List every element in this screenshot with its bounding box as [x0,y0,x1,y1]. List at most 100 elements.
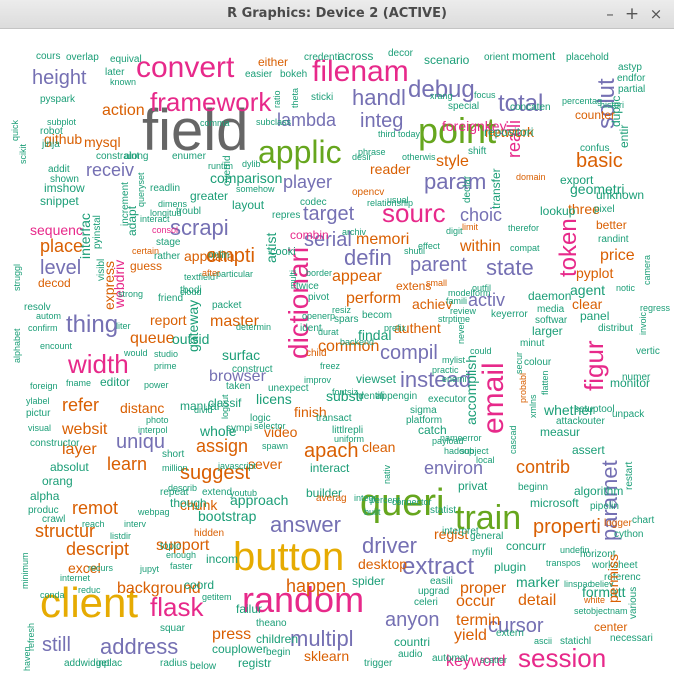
word-button: button [233,535,344,579]
word-histori: histori [600,100,624,110]
word-assert: assert [572,443,605,457]
title-bar[interactable]: R Graphics: Device 2 (ACTIVE) – + × [0,0,674,29]
word-repeat: repeat [160,487,189,498]
word-reader: reader [370,161,411,177]
word-payload: payload [432,436,464,446]
word-learn: learn [107,454,147,474]
word-realli: realli [504,120,524,158]
word-fname: fname [66,378,91,388]
word-paramet: paramet [597,460,622,541]
word-repositori: repositori [484,125,533,139]
word-shift: shift [468,146,487,157]
word-dylib: dylib [242,159,261,169]
word-longitud: longitud [150,208,182,218]
word-convert: convert [136,51,235,84]
word-logout: logout [220,394,230,419]
word-special: special [448,101,479,112]
minimize-button[interactable]: – [606,5,614,23]
word-squar: squar [160,623,186,634]
word-overrid: overrid [222,155,233,186]
word-memori: memori [356,231,409,248]
word-liter: liter [116,321,131,331]
word-width: width [67,349,129,379]
word-undefin: undefin [560,545,590,555]
word-celeri: celeri [414,597,438,608]
word-onlin: onlin [208,250,229,261]
word-executor: executor [428,394,467,405]
word-conda: conda [40,590,65,600]
word-classif: classif [208,396,242,410]
word-quick: quick [10,119,20,141]
word-licens: licens [256,391,292,407]
word-autom: autom [36,311,61,321]
word-transact: transact [316,413,352,424]
word-suggest: suggest [180,462,250,484]
maximize-button[interactable]: + [624,4,640,24]
word-foreignkey: foreignkey [442,118,507,134]
word-alpha: alpha [30,489,60,503]
word-keyword: keyword [446,653,506,670]
word-either: either [258,55,288,69]
word-ascii: ascii [534,636,552,646]
word-spars: spars [334,314,358,325]
word-applic: applic [258,134,342,170]
word-xrang: xrang [430,91,453,101]
word-hadoop: hadoop [444,446,474,456]
word-sigma: sigma [410,405,437,416]
word-guess: guess [130,259,162,273]
word-interpret: interpret [442,526,479,537]
word-prefix: prefix [384,323,407,333]
word-scatter: scatter [480,655,507,665]
word-strong: strong [118,289,143,299]
word-shown: shown [50,174,79,185]
word-action: action [102,102,145,119]
word-strptime: strptime [438,314,470,324]
word-extend: extend [202,487,232,498]
word-geometri: geometri [570,181,624,197]
word-consol: consol [152,225,178,235]
word-mysql: mysql [84,134,121,150]
word-thing: thing [66,311,118,338]
word-compat: compat [510,243,540,253]
word-power: power [144,380,169,390]
word-snippet: snippet [40,194,79,208]
close-button[interactable]: × [649,5,663,23]
word-multi: multi [288,270,298,289]
word-framework: framework [150,87,272,117]
word-particular: particular [216,269,253,279]
word-twice: twice [296,281,319,292]
word-findal: findal [358,327,391,343]
word-bootstrap: bootstrap [198,508,257,524]
word-beginn: beginn [518,482,548,493]
word-contrib: contrib [516,457,570,477]
word-sticki: sticki [311,92,333,103]
word-statist: statist [430,505,456,516]
word-taken: taken [226,381,250,392]
word-small: small [426,278,447,288]
word-automat: automat [432,653,468,664]
word-approach: approach [230,492,288,508]
word-subclass: subclass [256,117,292,127]
word-ratio: ratio [272,90,282,108]
word-selector: selector [254,421,286,431]
word-struggl: struggl [12,264,22,291]
word-greater: greater [190,189,228,203]
word-integr: integr [354,493,377,503]
word-entir: entir [617,125,631,148]
word-below: below [190,661,217,672]
word-basic: basic [576,150,623,172]
word-combin: combin [290,228,329,242]
word-sever: sever [248,456,283,472]
word-common: common [318,338,379,355]
word-daemon: daemon [528,289,571,303]
word-handl: handl [352,85,406,110]
word-inplac: inplac [96,658,122,669]
word-endfor: endfor [617,73,646,84]
word-decod: decod [38,276,71,290]
word-pyplot: pyplot [576,265,613,281]
word-descript: descript [66,539,129,559]
word-numer: numer [622,372,651,383]
word-subplot: subplot [47,117,77,127]
word-placehold: placehold [566,52,609,63]
